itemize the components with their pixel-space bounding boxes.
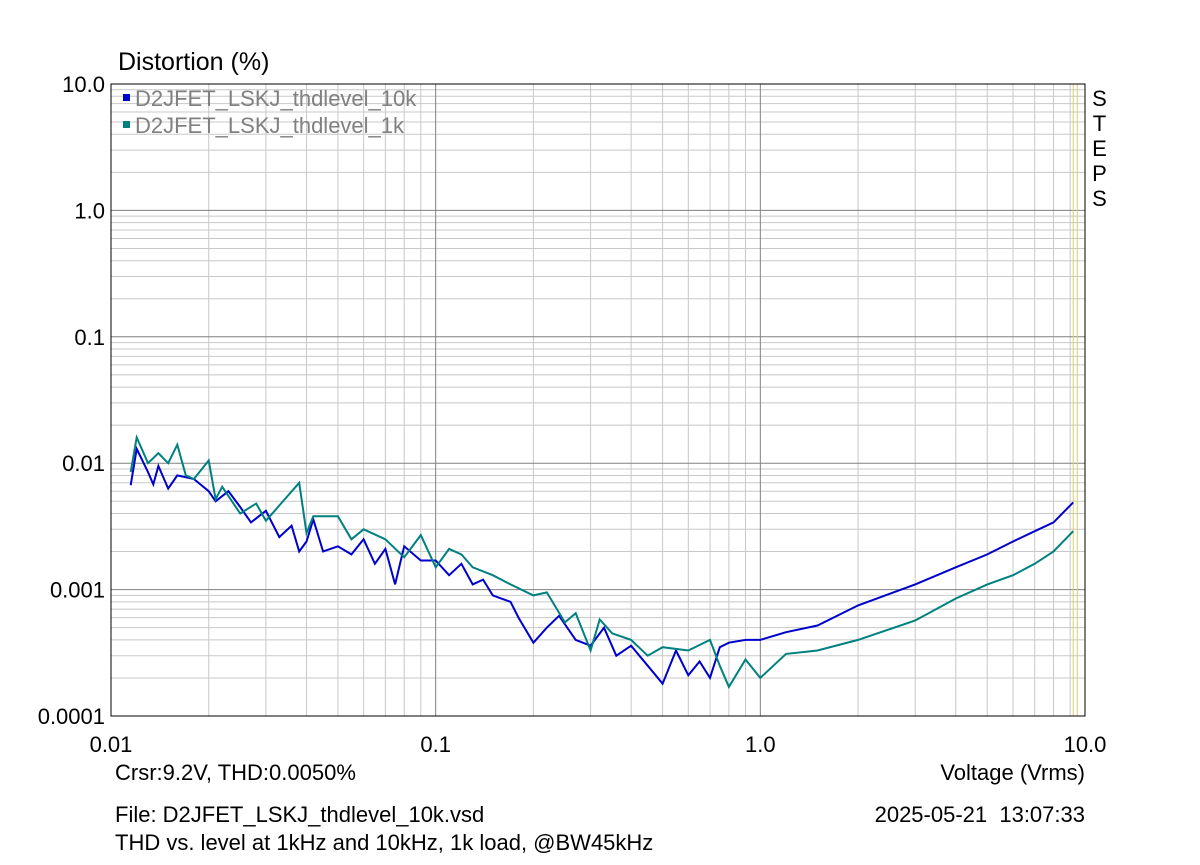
subtitle: THD vs. level at 1kHz and 10kHz, 1k load… — [115, 830, 653, 855]
chart-title: Distortion (%) — [118, 48, 269, 76]
x-tick-label: 0.01 — [90, 732, 133, 757]
plot-area — [110, 83, 1086, 717]
timestamp: 2025-05-21 13:07:33 — [875, 802, 1085, 827]
y-tick-label: 10.0 — [62, 72, 105, 97]
y-tick-label: 0.01 — [62, 451, 105, 476]
y-tick-label: 0.0001 — [38, 704, 105, 729]
file-name: File: D2JFET_LSKJ_thdlevel_10k.vsd — [115, 802, 484, 827]
legend-label: D2JFET_LSKJ_thdlevel_10k — [135, 86, 417, 111]
steps-label: STEPS — [1087, 86, 1112, 211]
x-tick-label: 1.0 — [745, 732, 776, 757]
legend-label: D2JFET_LSKJ_thdlevel_1k — [135, 113, 405, 138]
x-axis-label: Voltage (Vrms) — [940, 760, 1085, 785]
series-line — [129, 433, 1074, 690]
x-tick-label: 10.0 — [1064, 732, 1107, 757]
plot-border — [110, 83, 1086, 717]
series-line — [129, 445, 1074, 686]
legend-swatch — [123, 94, 130, 101]
y-tick-label: 1.0 — [74, 198, 105, 223]
y-tick-label: 0.1 — [74, 325, 105, 350]
x-tick-label: 0.1 — [420, 732, 451, 757]
cursor-readout: Crsr:9.2V, THD:0.0050% — [115, 760, 356, 785]
y-tick-label: 0.001 — [50, 578, 105, 603]
legend-swatch — [123, 121, 130, 128]
